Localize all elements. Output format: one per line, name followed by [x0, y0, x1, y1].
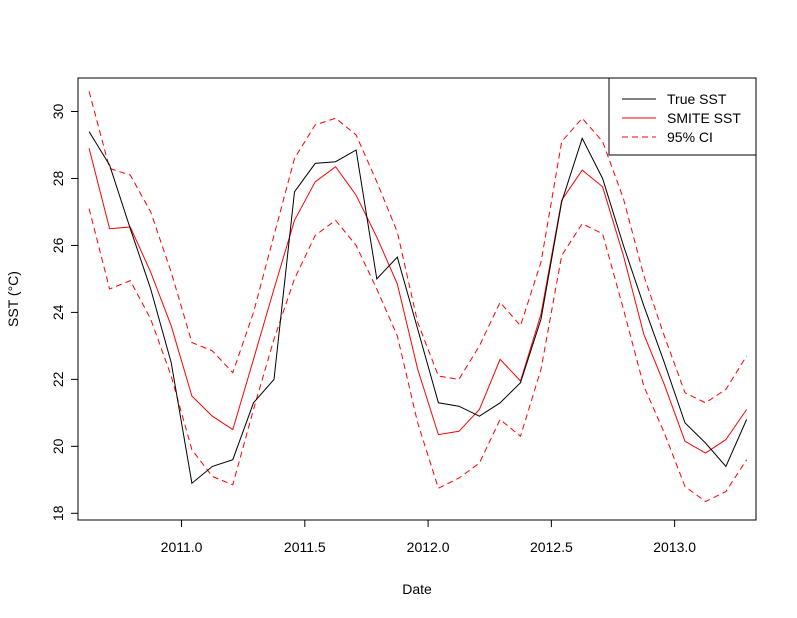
x-tick-label: 2011.0	[161, 539, 203, 555]
ci-lower-line	[88, 208, 748, 503]
legend: True SST SMITE SST 95% CI	[608, 77, 757, 156]
x-tick-label: 2011.5	[284, 539, 326, 555]
x-tick-label: 2012.0	[407, 539, 450, 555]
y-axis-label: SST (°C)	[5, 271, 21, 327]
y-tick-label: 26	[50, 237, 66, 253]
y-axis: 18 20 22 24 26 28 30	[50, 103, 79, 521]
y-tick-label: 24	[50, 304, 66, 320]
ci-upper-line	[88, 91, 748, 404]
x-axis-label: Date	[402, 581, 432, 597]
legend-box	[608, 77, 757, 156]
legend-label: 95% CI	[667, 129, 713, 145]
x-tick-label: 2013.0	[653, 539, 696, 555]
y-tick-label: 22	[50, 371, 66, 387]
series-line-true-sst	[88, 131, 748, 485]
y-tick-label: 28	[50, 170, 66, 186]
x-tick-label: 2012.5	[530, 539, 573, 555]
x-axis: 2011.0 2011.5 2012.0 2012.5 2013.0	[161, 519, 696, 555]
y-tick-label: 30	[50, 103, 66, 119]
legend-label: True SST	[667, 91, 727, 107]
y-tick-label: 20	[50, 438, 66, 454]
series-layer	[88, 91, 748, 503]
legend-label: SMITE SST	[667, 110, 741, 126]
y-tick-label: 18	[50, 505, 66, 521]
series-line-smite-sst	[88, 148, 748, 454]
